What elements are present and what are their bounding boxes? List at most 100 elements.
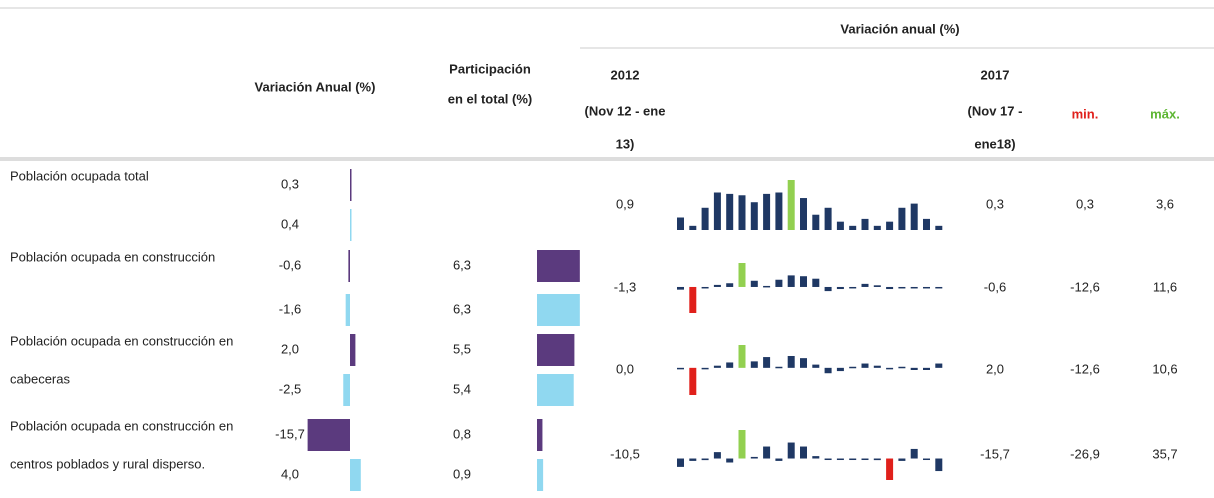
col-2017: 2017 [981,67,1010,82]
var-bar [350,459,361,491]
var-label: -0,6 [279,257,301,272]
col-2012: 13) [616,136,635,151]
spark-bar [824,286,832,292]
spark-bar [713,192,721,230]
spark-bar [923,218,930,230]
spark-bar [775,458,783,461]
spark-bar [800,358,807,368]
min: -12,6 [1070,279,1100,294]
spark-bar [677,458,684,467]
col-part: Participación [449,61,531,76]
spark-bar [677,367,684,370]
spark-bar [873,225,881,230]
spark-bar [787,355,795,368]
spark-bar [849,366,857,369]
col-2017: (Nov 17 - [968,103,1023,118]
spark-bar [677,217,684,230]
spark-bar [701,458,709,461]
spark-bar [861,283,869,287]
var-bar [350,169,352,201]
spark-bar [910,367,918,370]
spark-bar [701,367,709,370]
spark-bar [849,286,857,289]
spark-bar [763,285,771,288]
max: 11,6 [1153,279,1177,294]
part-label: 5,4 [453,381,471,396]
spark-bar [861,363,869,368]
col-part: en el total (%) [448,91,533,106]
v2012: 0,0 [616,361,634,376]
spark-bar [824,207,832,230]
spark-bar [886,458,894,480]
min: 0,3 [1076,196,1094,211]
spark-bar [812,364,820,368]
group-title: Variación anual (%) [840,21,959,36]
col-2017: ene18) [974,136,1015,151]
v2017: -15,7 [980,446,1010,461]
var-label: 0,4 [281,216,299,231]
spark-bar [812,278,820,287]
spark-bar [738,345,746,368]
spark-bar [750,456,758,459]
spark-bar [713,284,721,287]
min: -12,6 [1070,361,1100,376]
spark-bar [836,458,844,461]
spark-bar [701,207,709,230]
spark-bar [726,362,734,368]
var-bar [345,294,350,326]
part-bar [537,419,543,451]
var-bar [348,250,350,282]
spark-bar [775,192,783,230]
part-bar [537,294,580,326]
spark-bar [689,458,697,461]
spark-bar [763,446,771,459]
spark-bar [689,367,697,395]
var-label: 0,3 [281,176,299,191]
part-bar [537,250,580,282]
row-label: Población ocupada en construcción [10,249,215,264]
min: -26,9 [1070,446,1100,461]
v2012: -1,3 [614,279,636,294]
part-label: 6,3 [453,301,471,316]
spark-bar [701,286,709,289]
var-label: -15,7 [275,426,305,441]
part-bar [537,459,544,491]
v2017: -0,6 [984,279,1006,294]
spark-bar [750,280,758,287]
spark-bar [898,458,906,461]
header-rule [0,157,1214,161]
part-label: 0,9 [453,466,471,481]
spark-bar [886,367,894,370]
spark-bar [886,221,894,230]
spark-bar [763,357,771,368]
var-bar [307,419,350,451]
spark-bar [873,458,881,461]
var-label: -1,6 [279,301,301,316]
spark-bar [898,286,906,289]
v2012: 0,9 [616,196,634,211]
spark-bar [836,367,844,372]
v2017: 0,3 [986,196,1004,211]
max: 3,6 [1156,196,1174,211]
spark-bar [873,365,881,368]
part-label: 5,5 [453,341,471,356]
spark-bar [935,225,943,230]
spark-bar [935,286,943,289]
part-bar [537,334,575,366]
col-min: min. [1072,106,1099,121]
spark-bar [861,458,869,461]
spark-bar [935,458,943,472]
v2017: 2,0 [986,361,1004,376]
spark-bar [910,448,918,459]
spark-bar [689,286,697,313]
spark-bar [726,458,734,463]
spark-bar [775,366,783,369]
spark-bar [923,367,930,370]
row-label: Población ocupada en construcción en [10,333,233,348]
var-bar [350,334,356,366]
row-label: Población ocupada en construcción en [10,418,233,433]
col-max: máx. [1150,106,1180,121]
spark-bar [763,193,771,230]
spark-bar [849,458,857,461]
